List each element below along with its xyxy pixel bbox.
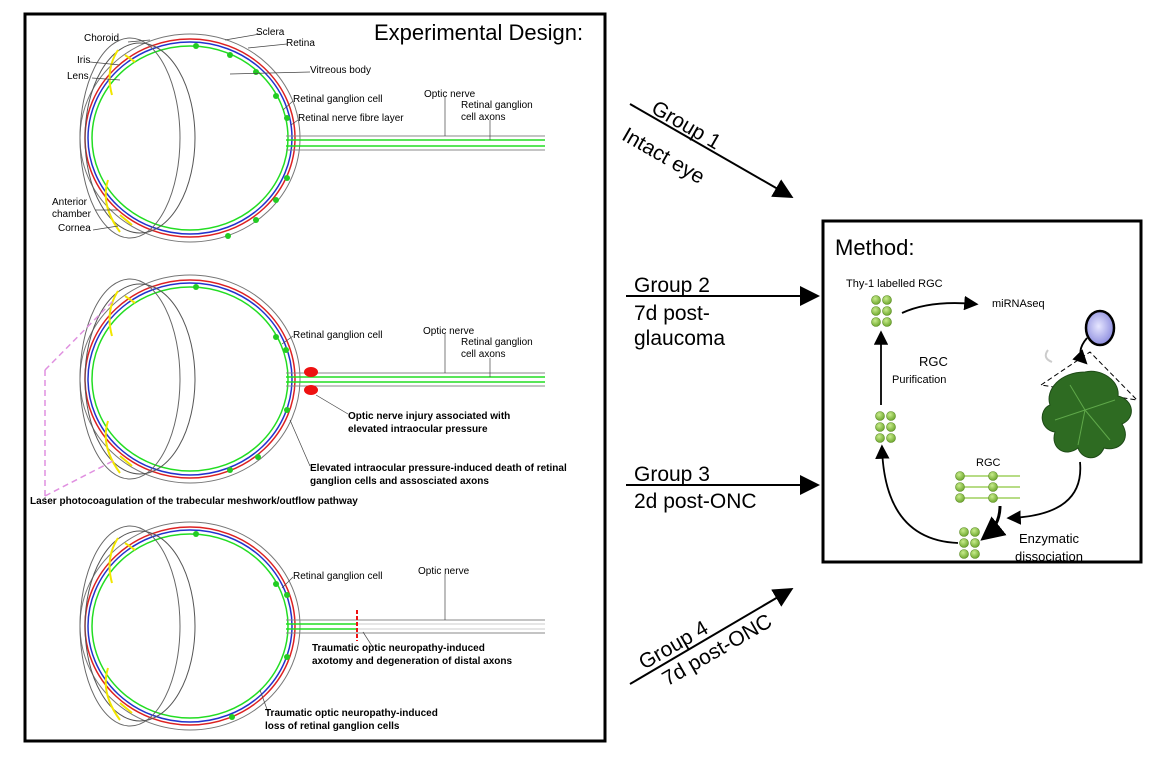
label-rgc-3: Retinal ganglion cell	[293, 571, 383, 582]
label-injury-2: elevated intraocular pressure	[348, 424, 488, 435]
label-rgc-axons-2b: cell axons	[461, 349, 505, 360]
group-3-desc: 2d post-ONC	[634, 490, 757, 513]
label-injury-1: Optic nerve injury associated with	[348, 411, 510, 422]
thy1-label: Thy-1 labelled RGC	[846, 278, 943, 290]
label-rgc-axons-1a: Retinal ganglion	[461, 100, 533, 111]
experimental-design-title: Experimental Design:	[374, 20, 583, 45]
method-title: Method:	[835, 235, 915, 260]
label-laser: Laser photocoagulation of the trabecular…	[30, 496, 358, 507]
group-4: Group 4 7d post-ONC	[629, 587, 794, 691]
label-rgc-loss-1: Traumatic optic neuropathy-induced	[265, 708, 438, 719]
arrow-to-mirnaseq	[901, 295, 979, 314]
group-3-name: Group 3	[634, 463, 710, 486]
label-cornea: Cornea	[58, 223, 91, 234]
group-2: Group 2 7d post- glaucoma	[626, 274, 820, 350]
enzymatic-label-2: dissociation	[1015, 549, 1083, 564]
rgc-with-axons	[955, 471, 1020, 503]
eye-3-onc: Retinal ganglion cell Optic nerve Trauma…	[79, 521, 545, 732]
label-rnfl: Retinal nerve fibre layer	[298, 113, 404, 124]
label-axotomy-2: axotomy and degeneration of distal axons	[312, 656, 512, 667]
thy1-cell-cluster	[871, 295, 892, 327]
group-2-desc-1: 7d post-	[634, 302, 710, 325]
laser-dashed-lines	[44, 300, 114, 497]
label-rgc-axons-1b: cell axons	[461, 112, 505, 123]
dissociated-cell-cluster	[959, 527, 980, 559]
eye-cup-icon	[1084, 309, 1116, 347]
label-iop-death-1: Elevated intraocular pressure-induced de…	[310, 463, 567, 474]
arrow-eye-to-retina	[1072, 337, 1088, 365]
label-optic-nerve-1: Optic nerve	[424, 89, 476, 100]
retina-zoom-triangle	[1039, 351, 1139, 401]
arrow-to-purification	[875, 444, 959, 544]
label-iris: Iris	[77, 55, 90, 66]
group-2-name: Group 2	[634, 274, 710, 297]
label-optic-nerve-2: Optic nerve	[423, 326, 475, 337]
flat-mount-retina-image	[1041, 370, 1132, 459]
retina-vessels	[1054, 384, 1116, 446]
group-1-arrow	[629, 103, 794, 198]
label-choroid: Choroid	[84, 33, 119, 44]
label-axotomy-1: Traumatic optic neuropathy-induced	[312, 643, 485, 654]
label-vitreous: Vitreous body	[310, 65, 371, 76]
eye-1-intact: Choroid Sclera Retina Iris Lens Vitreous…	[52, 27, 545, 243]
label-rgc-loss-2: loss of retinal ganglion cells	[265, 721, 400, 732]
forceps-icon	[1044, 349, 1053, 363]
mirnaseq-label: miRNAseq	[992, 298, 1045, 310]
label-optic-nerve-3: Optic nerve	[418, 566, 470, 577]
arrow-axons-to-dissociated	[980, 505, 1007, 541]
eye-2-glaucoma: Retinal ganglion cell Optic nerve Retina…	[30, 274, 567, 507]
group-1: Group 1 Intact eye	[618, 96, 794, 198]
label-sclera: Sclera	[256, 27, 285, 38]
experimental-panel-frame	[23, 12, 607, 743]
rgc-small-label: RGC	[976, 457, 1001, 469]
injury-marker-bottom	[304, 385, 318, 395]
label-iop-death-2: ganglion cells and assosciated axons	[310, 476, 489, 487]
group-4-arrow	[629, 587, 794, 685]
rgc-purification-label-1: RGC	[919, 354, 948, 369]
label-anterior-1: Anterior	[52, 197, 88, 208]
label-rgc-axons-2a: Retinal ganglion	[461, 337, 533, 348]
label-rgc-1: Retinal ganglion cell	[293, 94, 383, 105]
rgc-purification-label-2: Purification	[892, 374, 946, 386]
group-2-desc-2: glaucoma	[634, 327, 725, 350]
injury-marker-top	[304, 367, 318, 377]
label-anterior-2: chamber	[52, 209, 92, 220]
arrow-retina-to-dissociation	[1006, 461, 1082, 525]
label-retina: Retina	[286, 38, 315, 49]
group-3: Group 3 2d post-ONC	[626, 463, 820, 513]
purified-cell-cluster	[875, 411, 896, 443]
method-panel-frame	[821, 219, 1143, 564]
label-rgc-2: Retinal ganglion cell	[293, 330, 383, 341]
enzymatic-label-1: Enzymatic	[1019, 531, 1079, 546]
label-lens: Lens	[67, 71, 89, 82]
